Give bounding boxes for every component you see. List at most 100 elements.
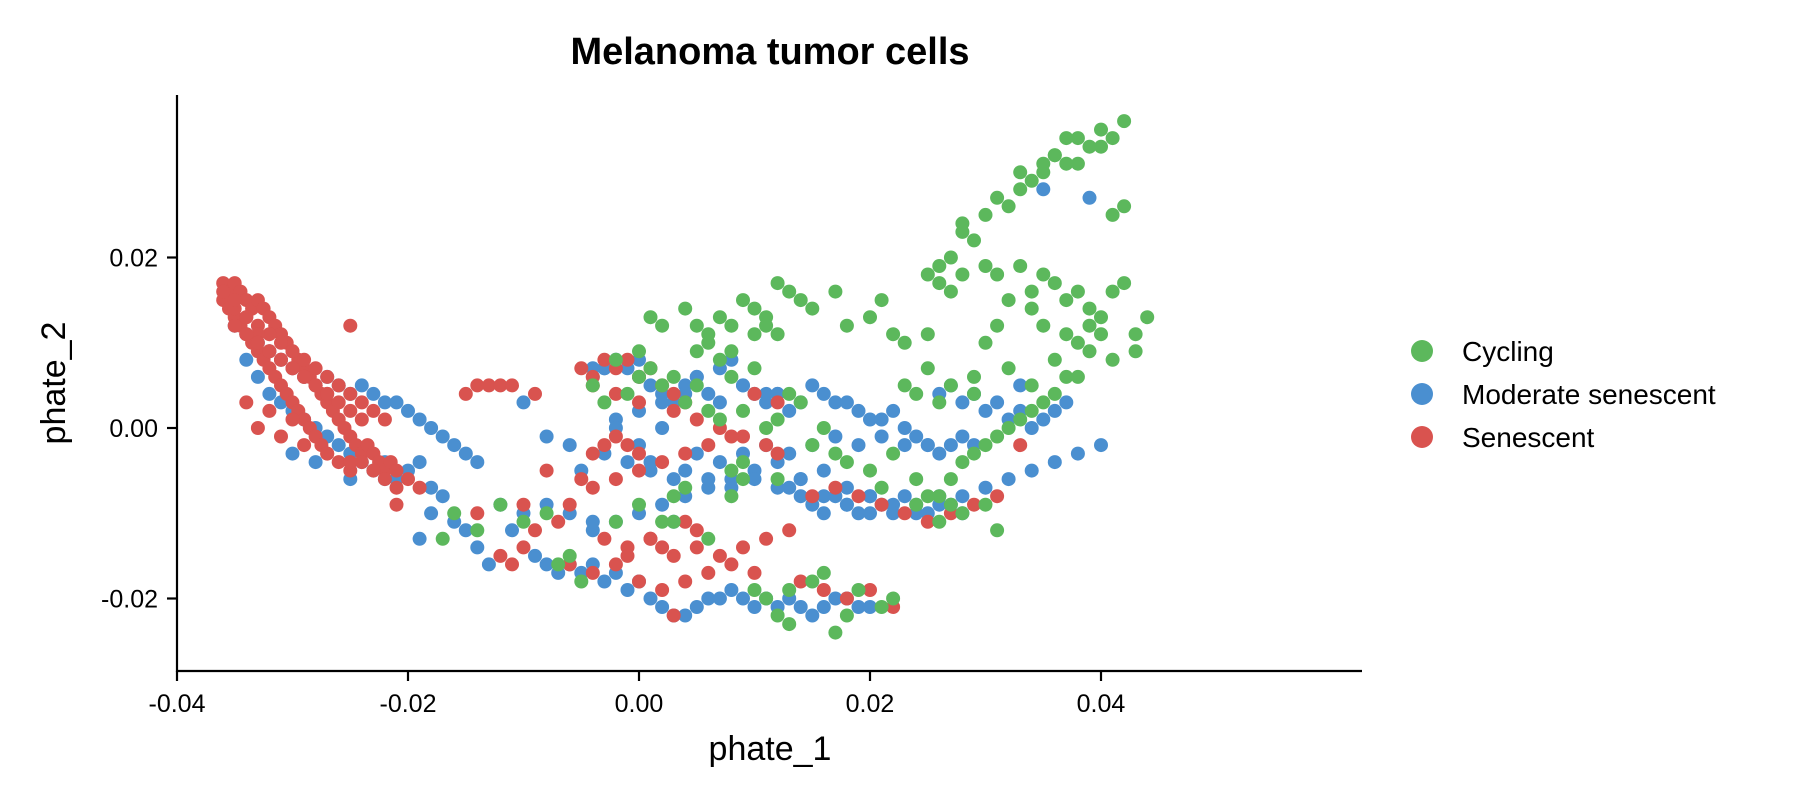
point-moderate-senescent: [505, 523, 519, 538]
point-cycling: [643, 361, 658, 376]
point-cycling: [943, 497, 958, 512]
point-cycling: [597, 395, 612, 410]
x-tick-label: -0.02: [380, 690, 437, 718]
point-senescent: [274, 352, 288, 367]
point-cycling: [805, 574, 820, 589]
point-moderate-senescent: [366, 386, 381, 401]
point-senescent: [632, 463, 646, 478]
point-senescent: [736, 429, 750, 444]
point-senescent: [724, 557, 739, 572]
point-cycling: [1024, 301, 1039, 316]
point-senescent: [770, 446, 785, 461]
point-senescent: [297, 369, 312, 384]
point-cycling: [782, 617, 797, 632]
point-moderate-senescent: [401, 403, 415, 418]
point-senescent: [377, 412, 392, 427]
point-moderate-senescent: [793, 472, 808, 487]
point-cycling: [1047, 386, 1062, 401]
point-moderate-senescent: [1047, 403, 1062, 418]
point-moderate-senescent: [377, 395, 392, 410]
y-axis-label: phate_2: [35, 322, 73, 445]
point-moderate-senescent: [435, 429, 450, 444]
point-moderate-senescent: [805, 378, 820, 393]
point-cycling: [1024, 284, 1039, 299]
point-senescent: [297, 352, 312, 367]
point-senescent: [828, 480, 843, 495]
point-senescent: [562, 497, 577, 512]
x-tick-label: 0.04: [1077, 690, 1126, 718]
point-senescent: [343, 386, 358, 401]
point-cycling: [1117, 199, 1132, 214]
point-cycling: [967, 369, 981, 384]
point-cycling: [978, 207, 993, 222]
point-cycling: [608, 352, 623, 367]
point-cycling: [828, 446, 843, 461]
point-cycling: [770, 327, 785, 342]
point-moderate-senescent: [689, 446, 704, 461]
point-senescent: [262, 403, 277, 418]
point-cycling: [955, 267, 970, 282]
point-moderate-senescent: [458, 523, 473, 538]
point-cycling: [1128, 344, 1143, 359]
point-cycling: [839, 455, 854, 470]
point-cycling: [770, 412, 785, 427]
point-cycling: [943, 472, 958, 487]
point-cycling: [747, 327, 762, 342]
point-senescent: [620, 352, 635, 367]
point-senescent: [770, 395, 785, 410]
point-moderate-senescent: [863, 489, 877, 504]
point-senescent: [528, 386, 542, 401]
point-cycling: [770, 608, 785, 623]
point-cycling: [1001, 293, 1016, 308]
point-senescent: [320, 386, 335, 401]
point-senescent: [308, 378, 323, 393]
point-moderate-senescent: [643, 378, 658, 393]
point-cycling: [920, 267, 935, 282]
point-senescent: [389, 497, 404, 512]
point-senescent: [701, 565, 716, 580]
point-moderate-senescent: [897, 421, 912, 435]
point-senescent: [250, 421, 265, 435]
point-cycling: [1094, 139, 1108, 154]
point-senescent: [620, 438, 635, 453]
point-senescent: [666, 608, 681, 623]
point-senescent: [655, 583, 670, 597]
point-cycling: [493, 497, 508, 512]
point-cycling: [470, 523, 485, 538]
point-cycling: [678, 395, 693, 410]
point-moderate-senescent: [851, 506, 866, 521]
point-cycling: [562, 548, 577, 563]
point-moderate-senescent: [701, 386, 716, 401]
point-cycling: [1082, 318, 1097, 333]
point-senescent: [458, 386, 473, 401]
point-senescent: [967, 497, 981, 512]
point-cycling: [666, 514, 681, 529]
point-cycling: [863, 463, 877, 478]
point-cycling: [770, 472, 785, 487]
point-cycling: [1001, 361, 1016, 376]
point-moderate-senescent: [643, 591, 658, 606]
point-moderate-senescent: [955, 429, 970, 444]
point-cycling: [770, 276, 785, 291]
x-tick-label: 0.00: [615, 690, 664, 718]
point-cycling: [990, 429, 1005, 444]
point-moderate-senescent: [424, 506, 439, 521]
data-points: [216, 114, 1155, 640]
point-cycling: [955, 506, 970, 521]
point-cycling: [967, 446, 981, 461]
point-moderate-senescent: [736, 591, 750, 606]
point-moderate-senescent: [886, 506, 901, 521]
point-senescent: [747, 565, 762, 580]
point-moderate-senescent: [1013, 378, 1028, 393]
point-cycling: [920, 361, 935, 376]
point-senescent: [666, 386, 681, 401]
point-senescent: [643, 531, 658, 546]
point-moderate-senescent: [816, 489, 831, 504]
point-cycling: [643, 310, 658, 325]
point-moderate-senescent: [1024, 463, 1039, 478]
point-cycling: [909, 386, 924, 401]
point-cycling: [1047, 148, 1062, 163]
point-cycling: [1059, 293, 1074, 308]
point-cycling: [585, 378, 600, 393]
point-cycling: [1024, 378, 1039, 393]
